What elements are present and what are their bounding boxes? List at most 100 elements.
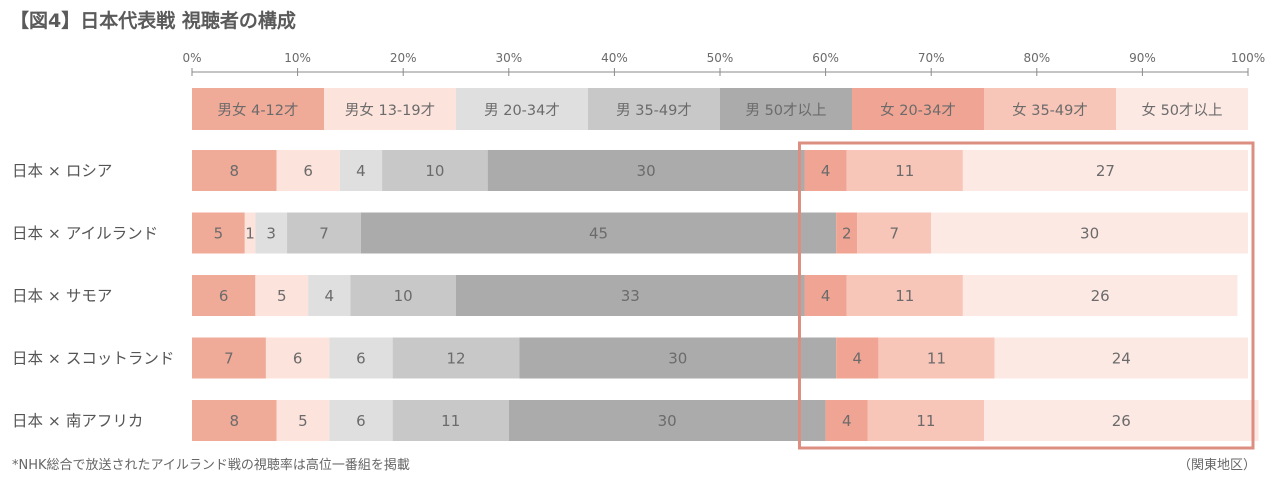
bar-value-label: 4 (821, 287, 831, 305)
x-tick-label: 30% (495, 51, 522, 65)
legend-swatch (984, 88, 1116, 130)
bar-value-label: 2 (842, 225, 852, 243)
bar-value-label: 5 (298, 412, 308, 430)
bar-segment (192, 212, 245, 254)
bar-segment (192, 275, 256, 316)
bar-segment (931, 212, 1248, 254)
bar-value-label: 10 (394, 287, 413, 305)
bar-value-label: 11 (927, 350, 946, 368)
bar-segment (360, 212, 837, 254)
category-label: 日本 × 南アフリカ (12, 412, 143, 430)
bar-value-label: 5 (277, 287, 287, 305)
bar-value-label: 30 (668, 350, 687, 368)
bar-value-label: 6 (356, 350, 366, 368)
bar-segment (339, 150, 383, 191)
legend-swatch (1116, 88, 1248, 130)
bar-value-label: 11 (895, 162, 914, 180)
bar-value-label: 26 (1112, 412, 1131, 430)
x-tick-label: 10% (284, 51, 311, 65)
bar-value-label: 11 (895, 287, 914, 305)
bar-segment (392, 337, 520, 379)
bar-value-label: 6 (356, 412, 366, 430)
bar-segment (265, 337, 330, 379)
x-tick-label: 50% (707, 51, 734, 65)
bar-segment (192, 337, 266, 379)
bar-segment (329, 337, 393, 379)
bar-value-label: 45 (589, 225, 608, 243)
bar-segment (984, 400, 1259, 441)
bar-segment (519, 337, 837, 379)
category-label: 日本 × アイルランド (12, 225, 158, 243)
bar-segment (508, 400, 826, 441)
bar-value-label: 12 (446, 350, 465, 368)
x-tick-label: 20% (390, 51, 417, 65)
legend-label: 男 50才以上 (745, 102, 826, 119)
category-label: 日本 × スコットランド (12, 350, 174, 368)
bar-segment (192, 150, 277, 191)
bar-segment (276, 400, 330, 441)
legend-label: 女 20-34才 (880, 101, 956, 119)
bar-value-label: 8 (229, 412, 239, 430)
legend: 男女 4-12才 男女 13-19才 男 20-34才 男 35-49才 男 50才以上… (192, 88, 1248, 130)
legend-swatch (192, 88, 324, 130)
bar-segment (329, 400, 393, 441)
bar-value-label: 4 (821, 162, 831, 180)
bar-segment (962, 275, 1238, 316)
x-axis-ticks: 0% 10% 20% 30% 40% 50% 60% 70% 80% 90% 100% (182, 51, 1265, 76)
bar-value-label: 5 (214, 225, 224, 243)
x-tick-label: 90% (1129, 51, 1156, 65)
bar-segment (804, 275, 847, 316)
bar-value-label: 4 (325, 287, 335, 305)
bar-value-label: 6 (293, 350, 303, 368)
bar-segment (392, 400, 509, 441)
bar-segment (994, 337, 1248, 379)
bar-segment (244, 212, 256, 254)
bar-value-label: 4 (842, 412, 852, 430)
legend-swatch (720, 88, 852, 130)
bar-segment (276, 150, 340, 191)
bar-value-label: 6 (219, 287, 229, 305)
bar-value-label: 3 (266, 225, 276, 243)
legend-swatch (588, 88, 720, 130)
bar-segment (846, 275, 963, 316)
legend-label: 男 20-34才 (484, 102, 560, 119)
bar-value-label: 4 (356, 162, 366, 180)
bar-segment (487, 150, 805, 191)
legend-label: 男女 13-19才 (345, 101, 435, 119)
bar-value-label: 8 (229, 162, 239, 180)
bar-value-label: 11 (441, 412, 460, 430)
legend-swatch (456, 88, 588, 130)
legend-label: 女 50才以上 (1141, 101, 1222, 119)
x-tick-label: 60% (812, 51, 839, 65)
bar-value-label: 30 (637, 162, 656, 180)
bar-segment (836, 337, 879, 379)
bar-segment (804, 150, 847, 191)
bar-segment (192, 400, 277, 441)
bar-segment (825, 400, 868, 441)
bar-value-label: 27 (1096, 162, 1115, 180)
bar-segment (456, 275, 805, 316)
legend-label: 女 35-49才 (1012, 101, 1088, 119)
bar-value-label: 7 (889, 225, 899, 243)
bar-value-label: 11 (916, 412, 935, 430)
bar-segment (308, 275, 351, 316)
bar-segment (287, 212, 361, 254)
footnote: *NHK総合で放送されたアイルランド戦の視聴率は高位一番組を掲載 (12, 457, 410, 473)
bar-segment (857, 212, 932, 254)
category-label: 日本 × ロシア (12, 162, 112, 180)
chart-title: 【図4】日本代表戦 視聴者の構成 (10, 9, 296, 32)
x-tick-label: 70% (918, 51, 945, 65)
legend-swatch (324, 88, 456, 130)
bar-value-label: 30 (658, 412, 677, 430)
bar-value-label: 24 (1112, 350, 1131, 368)
legend-label: 男 35-49才 (616, 102, 692, 119)
bar-value-label: 30 (1080, 225, 1099, 243)
bar-segment (836, 212, 858, 254)
bar-segment (255, 275, 309, 316)
bar-segment (255, 212, 288, 254)
bar-value-label: 4 (853, 350, 863, 368)
bar-value-label: 6 (303, 162, 313, 180)
bar-segment (878, 337, 995, 379)
bar-segment (382, 150, 488, 191)
